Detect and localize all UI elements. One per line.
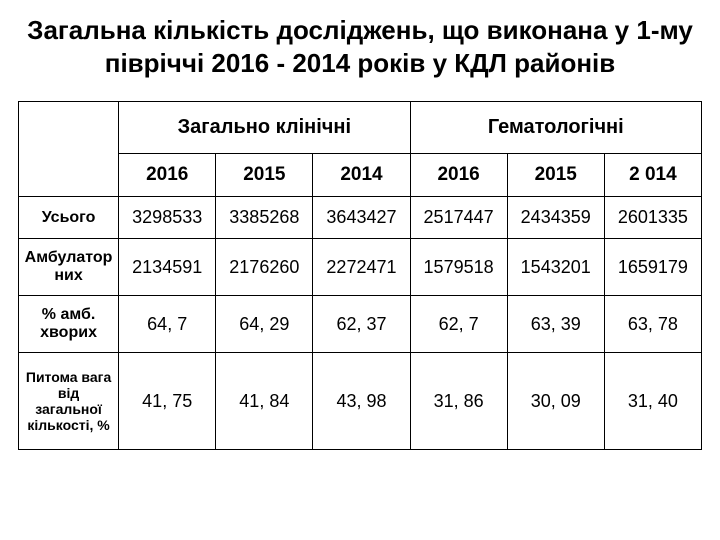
table-cell: 64, 29 <box>216 296 313 353</box>
table-cell: 1659179 <box>604 239 701 296</box>
row-label: Питома вага від загальної кількості, % <box>19 353 119 450</box>
table-cell: 3385268 <box>216 197 313 239</box>
table-header-groups: Загально клінічні Гематологічні <box>19 102 702 154</box>
table-cell: 3643427 <box>313 197 410 239</box>
table-cell: 63, 39 <box>507 296 604 353</box>
table-cell: 1579518 <box>410 239 507 296</box>
table-cell: 41, 84 <box>216 353 313 450</box>
table-cell: 30, 09 <box>507 353 604 450</box>
table-cell: 31, 86 <box>410 353 507 450</box>
group-header-2: Гематологічні <box>410 102 701 154</box>
row-label: % амб. хворих <box>19 296 119 353</box>
table-cell: 1543201 <box>507 239 604 296</box>
group-header-1: Загально клінічні <box>119 102 410 154</box>
row-label: Амбулаторних <box>19 239 119 296</box>
year-header: 2016 <box>410 154 507 197</box>
table-cell: 2434359 <box>507 197 604 239</box>
table-cell: 2176260 <box>216 239 313 296</box>
table-cell: 62, 7 <box>410 296 507 353</box>
corner-blank <box>19 102 119 197</box>
table-cell: 43, 98 <box>313 353 410 450</box>
table-row: Питома вага від загальної кількості, % 4… <box>19 353 702 450</box>
row-label: Усього <box>19 197 119 239</box>
year-header: 2 014 <box>604 154 701 197</box>
year-header: 2016 <box>119 154 216 197</box>
table-row: % амб. хворих 64, 7 64, 29 62, 37 62, 7 … <box>19 296 702 353</box>
year-header: 2015 <box>507 154 604 197</box>
table-cell: 31, 40 <box>604 353 701 450</box>
year-header: 2014 <box>313 154 410 197</box>
table-cell: 41, 75 <box>119 353 216 450</box>
table-cell: 64, 7 <box>119 296 216 353</box>
table-cell: 63, 78 <box>604 296 701 353</box>
table-row: Усього 3298533 3385268 3643427 2517447 2… <box>19 197 702 239</box>
page-title: Загальна кількість досліджень, що викона… <box>18 14 702 79</box>
table-cell: 2272471 <box>313 239 410 296</box>
table-cell: 2601335 <box>604 197 701 239</box>
table-header-years: 2016 2015 2014 2016 2015 2 014 <box>19 154 702 197</box>
table-row: Амбулаторних 2134591 2176260 2272471 157… <box>19 239 702 296</box>
table-cell: 2134591 <box>119 239 216 296</box>
table-cell: 62, 37 <box>313 296 410 353</box>
year-header: 2015 <box>216 154 313 197</box>
table-cell: 3298533 <box>119 197 216 239</box>
data-table: Загально клінічні Гематологічні 2016 201… <box>18 101 702 450</box>
table-cell: 2517447 <box>410 197 507 239</box>
